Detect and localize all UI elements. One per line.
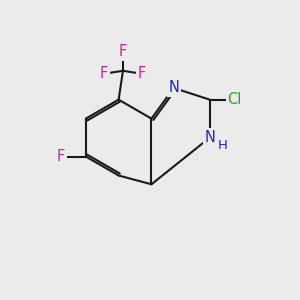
Text: F: F [119,44,127,59]
Text: Cl: Cl [227,92,242,107]
Text: N: N [168,80,179,95]
Text: H: H [218,139,228,152]
Text: F: F [100,66,108,81]
Text: N: N [204,130,215,145]
Text: F: F [57,149,65,164]
Text: F: F [138,66,146,81]
